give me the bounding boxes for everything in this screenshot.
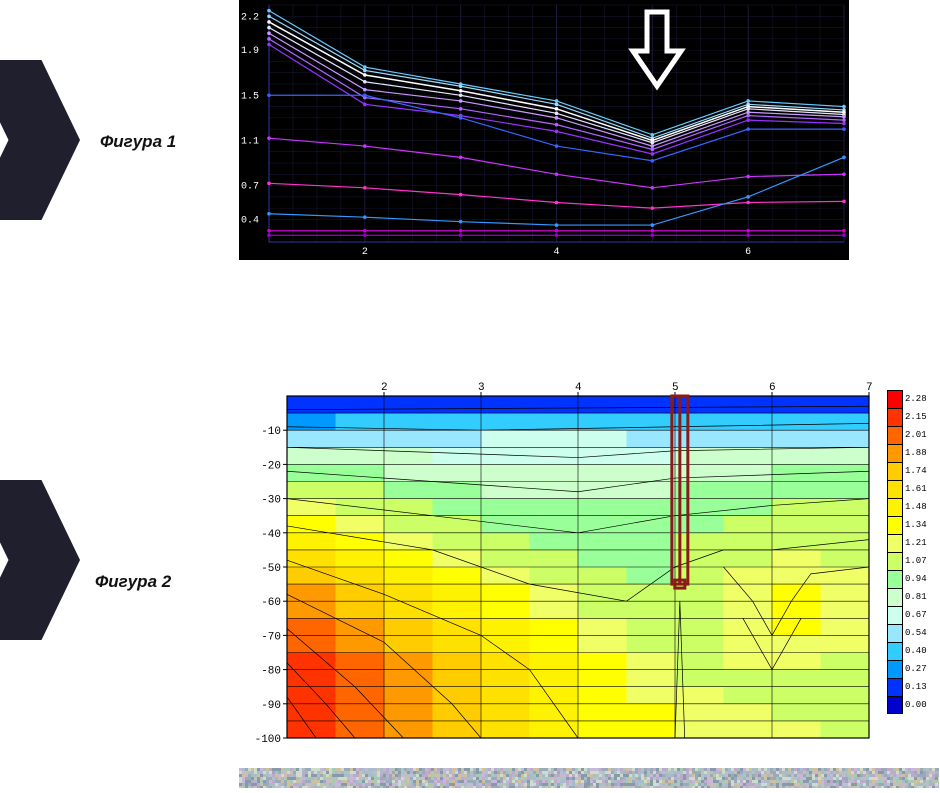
legend-value: 1.61 <box>903 484 927 494</box>
svg-text:-50: -50 <box>261 563 281 575</box>
legend-swatch <box>887 588 903 606</box>
legend-row: 2.01 <box>887 426 939 444</box>
svg-text:-40: -40 <box>261 529 281 541</box>
svg-text:2: 2 <box>381 382 388 394</box>
legend-swatch <box>887 624 903 642</box>
color-legend: 2.28 2.15 2.01 1.88 1.74 1.61 1.48 1.34 1.21 1.07… <box>887 390 939 714</box>
svg-text:4: 4 <box>575 382 582 394</box>
legend-value: 1.34 <box>903 520 927 530</box>
figure1-chart: 0.4 0.7 1.1 1.5 1.9 2.2 2 4 6 <box>239 0 849 260</box>
svg-text:5: 5 <box>672 382 679 394</box>
svg-text:-90: -90 <box>261 700 281 712</box>
legend-row: 1.48 <box>887 498 939 516</box>
svg-text:-30: -30 <box>261 495 281 507</box>
svg-text:2: 2 <box>362 247 368 258</box>
svg-text:4: 4 <box>554 247 560 258</box>
legend-row: 0.67 <box>887 606 939 624</box>
legend-value: 1.88 <box>903 448 927 458</box>
svg-text:0.7: 0.7 <box>241 182 259 193</box>
svg-text:3: 3 <box>478 382 485 394</box>
legend-value: 2.15 <box>903 412 927 422</box>
legend-row: 0.54 <box>887 624 939 642</box>
svg-text:1.5: 1.5 <box>241 91 259 102</box>
svg-text:-20: -20 <box>261 460 281 472</box>
svg-text:7: 7 <box>866 382 873 394</box>
legend-value: 0.54 <box>903 628 927 638</box>
noise-strip <box>239 768 939 788</box>
legend-value: 1.21 <box>903 538 927 548</box>
legend-row: 1.74 <box>887 462 939 480</box>
legend-value: 2.01 <box>903 430 927 440</box>
figure2-chart: 2 3 4 5 6 7 -10 -20 -30 -40 -50 -60 -70 -80 -90 -100 2.… <box>239 378 939 748</box>
svg-text:2.2: 2.2 <box>241 12 259 23</box>
legend-row: 1.61 <box>887 480 939 498</box>
legend-row: 2.15 <box>887 408 939 426</box>
legend-value: 0.13 <box>903 682 927 692</box>
legend-value: 0.81 <box>903 592 927 602</box>
legend-row: 0.00 <box>887 696 939 714</box>
legend-swatch <box>887 552 903 570</box>
legend-swatch <box>887 426 903 444</box>
svg-text:-10: -10 <box>261 426 281 438</box>
legend-row: 1.21 <box>887 534 939 552</box>
legend-row: 1.34 <box>887 516 939 534</box>
svg-text:1.1: 1.1 <box>241 136 259 147</box>
legend-swatch <box>887 606 903 624</box>
legend-row: 0.40 <box>887 642 939 660</box>
figure1-label: Фигура 1 <box>100 132 176 152</box>
legend-row: 1.88 <box>887 444 939 462</box>
legend-swatch <box>887 534 903 552</box>
legend-swatch <box>887 390 903 408</box>
legend-row: 0.13 <box>887 678 939 696</box>
legend-swatch <box>887 480 903 498</box>
legend-swatch <box>887 660 903 678</box>
chevron-marker <box>0 60 80 220</box>
legend-swatch <box>887 444 903 462</box>
svg-text:6: 6 <box>745 247 751 258</box>
svg-text:-70: -70 <box>261 631 281 643</box>
legend-value: 1.48 <box>903 502 927 512</box>
legend-value: 0.40 <box>903 646 927 656</box>
legend-value: 0.00 <box>903 700 927 710</box>
legend-row: 0.94 <box>887 570 939 588</box>
legend-value: 1.07 <box>903 556 927 566</box>
legend-row: 2.28 <box>887 390 939 408</box>
figure2-label: Фигура 2 <box>95 572 171 592</box>
legend-value: 1.74 <box>903 466 927 476</box>
legend-swatch <box>887 678 903 696</box>
legend-row: 1.07 <box>887 552 939 570</box>
legend-row: 0.27 <box>887 660 939 678</box>
chevron-marker <box>0 480 80 640</box>
legend-swatch <box>887 642 903 660</box>
legend-swatch <box>887 516 903 534</box>
legend-swatch <box>887 408 903 426</box>
legend-swatch <box>887 498 903 516</box>
legend-row: 0.81 <box>887 588 939 606</box>
svg-text:-80: -80 <box>261 666 281 678</box>
legend-swatch <box>887 462 903 480</box>
svg-text:-60: -60 <box>261 597 281 609</box>
svg-text:0.4: 0.4 <box>241 215 259 226</box>
legend-value: 0.27 <box>903 664 927 674</box>
legend-swatch <box>887 696 903 714</box>
svg-text:6: 6 <box>769 382 776 394</box>
svg-text:-100: -100 <box>255 734 281 746</box>
legend-value: 2.28 <box>903 394 927 404</box>
legend-value: 0.94 <box>903 574 927 584</box>
svg-text:1.9: 1.9 <box>241 46 259 57</box>
legend-value: 0.67 <box>903 610 927 620</box>
legend-swatch <box>887 570 903 588</box>
